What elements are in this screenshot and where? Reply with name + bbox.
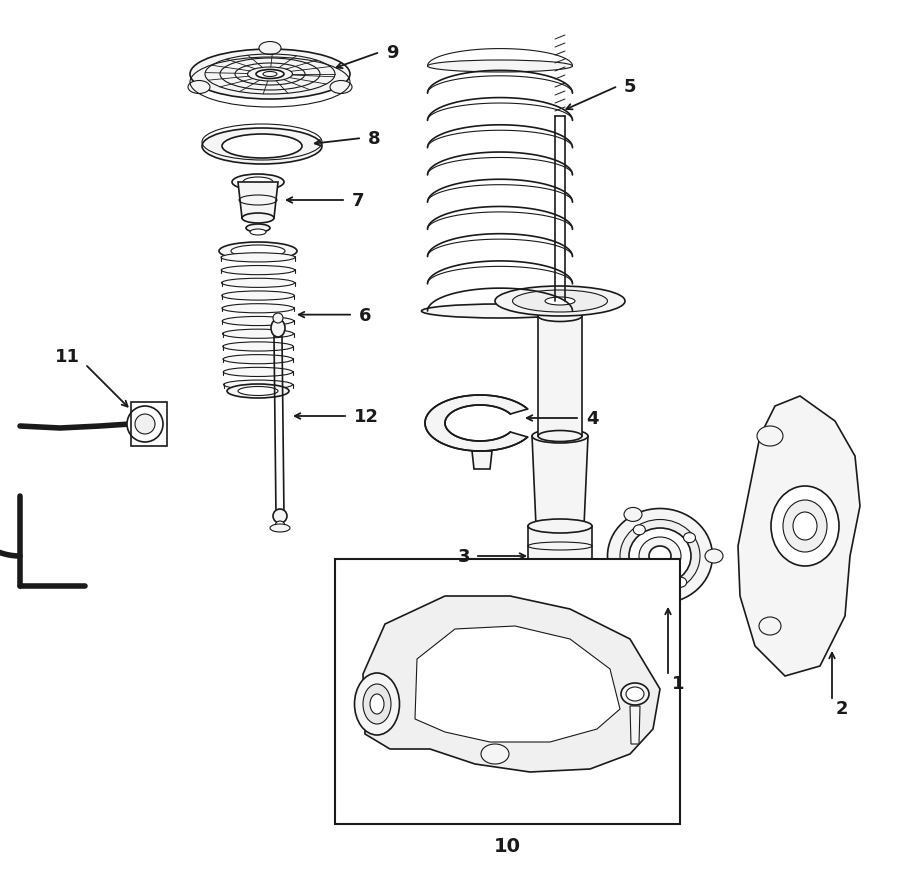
- Ellipse shape: [536, 520, 584, 532]
- Ellipse shape: [512, 291, 608, 313]
- Ellipse shape: [259, 43, 281, 56]
- Ellipse shape: [250, 229, 266, 236]
- Ellipse shape: [135, 415, 155, 434]
- Ellipse shape: [231, 245, 285, 258]
- Ellipse shape: [256, 70, 284, 80]
- Polygon shape: [738, 397, 860, 676]
- Ellipse shape: [625, 570, 636, 579]
- Text: 7: 7: [352, 191, 365, 210]
- Polygon shape: [472, 452, 492, 470]
- Ellipse shape: [683, 533, 696, 543]
- Ellipse shape: [538, 431, 582, 442]
- Ellipse shape: [355, 673, 400, 735]
- Ellipse shape: [771, 486, 839, 566]
- Ellipse shape: [757, 426, 783, 447]
- Ellipse shape: [271, 320, 285, 338]
- Polygon shape: [532, 437, 588, 526]
- Ellipse shape: [221, 253, 295, 262]
- Polygon shape: [528, 526, 592, 606]
- Ellipse shape: [528, 519, 592, 533]
- Ellipse shape: [273, 509, 287, 524]
- Polygon shape: [363, 596, 660, 772]
- Ellipse shape: [608, 509, 713, 604]
- Text: 11: 11: [55, 347, 80, 366]
- Ellipse shape: [243, 178, 273, 188]
- Ellipse shape: [783, 501, 827, 552]
- Ellipse shape: [223, 381, 292, 390]
- Ellipse shape: [675, 578, 687, 587]
- Ellipse shape: [223, 343, 293, 352]
- Text: 3: 3: [457, 548, 470, 565]
- Ellipse shape: [202, 128, 322, 165]
- Ellipse shape: [705, 549, 723, 563]
- Ellipse shape: [621, 683, 649, 705]
- Text: 12: 12: [354, 408, 379, 425]
- Polygon shape: [238, 183, 278, 219]
- Ellipse shape: [263, 73, 277, 77]
- Polygon shape: [415, 626, 620, 742]
- Ellipse shape: [242, 214, 274, 224]
- Ellipse shape: [626, 688, 644, 701]
- Ellipse shape: [481, 744, 509, 764]
- Ellipse shape: [221, 266, 295, 276]
- Ellipse shape: [222, 317, 293, 326]
- Ellipse shape: [238, 387, 278, 396]
- Ellipse shape: [528, 599, 592, 613]
- Ellipse shape: [363, 684, 391, 724]
- Ellipse shape: [219, 243, 297, 260]
- Ellipse shape: [246, 225, 270, 233]
- Ellipse shape: [639, 538, 681, 575]
- Ellipse shape: [221, 279, 294, 288]
- Text: 6: 6: [359, 307, 372, 324]
- Ellipse shape: [232, 175, 284, 190]
- Text: 9: 9: [386, 44, 399, 62]
- Ellipse shape: [330, 82, 352, 95]
- Bar: [335, 559, 680, 824]
- Ellipse shape: [223, 355, 293, 364]
- Ellipse shape: [634, 525, 645, 535]
- Text: 10: 10: [493, 836, 520, 856]
- Ellipse shape: [275, 522, 285, 532]
- Text: 1: 1: [672, 674, 685, 692]
- Text: 5: 5: [624, 78, 636, 96]
- Ellipse shape: [538, 311, 582, 323]
- Ellipse shape: [127, 407, 163, 442]
- Ellipse shape: [428, 61, 572, 73]
- Ellipse shape: [273, 314, 283, 323]
- Ellipse shape: [222, 305, 294, 314]
- Text: 2: 2: [836, 699, 849, 717]
- Ellipse shape: [222, 330, 293, 339]
- Ellipse shape: [223, 368, 292, 377]
- Polygon shape: [425, 395, 527, 452]
- Ellipse shape: [495, 287, 625, 316]
- Ellipse shape: [620, 520, 700, 593]
- Text: 8: 8: [368, 130, 381, 148]
- Ellipse shape: [190, 50, 350, 100]
- Ellipse shape: [370, 695, 384, 714]
- Ellipse shape: [270, 525, 290, 532]
- Ellipse shape: [545, 298, 575, 306]
- Ellipse shape: [629, 528, 691, 585]
- Ellipse shape: [222, 135, 302, 159]
- Ellipse shape: [649, 547, 671, 566]
- Ellipse shape: [624, 591, 642, 605]
- Ellipse shape: [793, 512, 817, 540]
- Ellipse shape: [188, 82, 210, 95]
- Ellipse shape: [532, 430, 588, 444]
- Ellipse shape: [421, 305, 579, 319]
- Ellipse shape: [227, 385, 289, 399]
- Ellipse shape: [221, 291, 294, 300]
- Ellipse shape: [624, 508, 642, 522]
- Text: 4: 4: [586, 409, 598, 428]
- Polygon shape: [630, 706, 640, 744]
- Ellipse shape: [759, 618, 781, 635]
- Polygon shape: [538, 316, 582, 437]
